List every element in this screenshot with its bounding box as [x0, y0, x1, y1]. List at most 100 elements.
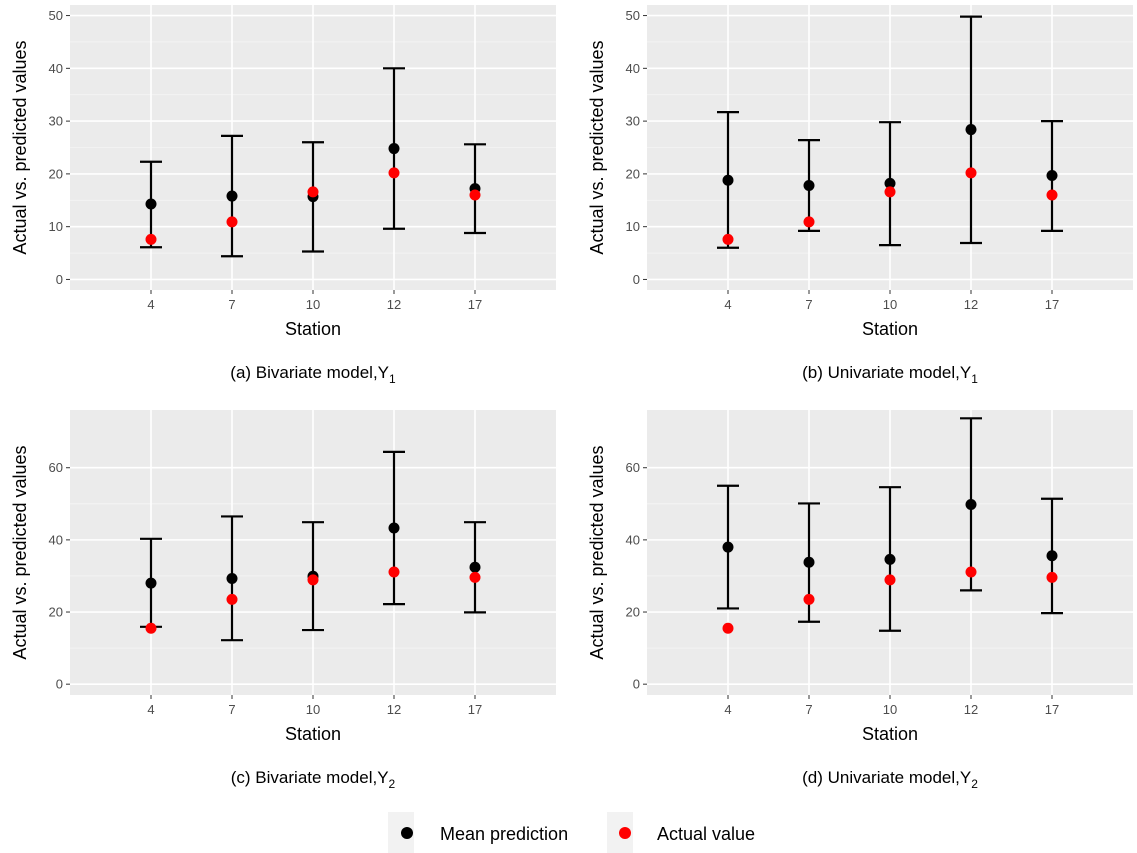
point-mean-prediction — [145, 198, 157, 210]
point-actual-value — [145, 233, 157, 245]
point-actual-value — [803, 593, 815, 605]
point-actual-value — [145, 622, 157, 634]
x-tick-label: 12 — [387, 702, 401, 717]
y-tick-label: 40 — [49, 532, 63, 547]
y-tick-label: 10 — [49, 219, 63, 234]
x-tick-label: 17 — [1045, 297, 1059, 312]
point-actual-value — [965, 167, 977, 179]
panel-c: 0 20 40 60 4 7 10 12 17 Station Actual vs. predict… — [10, 410, 556, 791]
x-tick-label: 4 — [147, 297, 154, 312]
point-actual-value — [884, 574, 896, 586]
y-tick-label: 0 — [56, 677, 63, 692]
point-actual-value — [226, 216, 238, 228]
y-tick-label: 0 — [633, 677, 640, 692]
x-tick-label: 4 — [724, 702, 731, 717]
point-mean-prediction — [469, 561, 481, 573]
x-tick-label: 10 — [883, 297, 897, 312]
point-mean-prediction — [388, 143, 400, 155]
x-axis-title: Station — [285, 724, 341, 744]
point-actual-value — [469, 571, 481, 583]
x-axis-title: Station — [862, 319, 918, 339]
y-tick-label: 50 — [626, 8, 640, 23]
point-mean-prediction — [388, 522, 400, 534]
x-axis-title: Station — [285, 319, 341, 339]
point-mean-prediction — [722, 174, 734, 186]
x-tick-label: 17 — [468, 297, 482, 312]
point-actual-value — [469, 189, 481, 201]
point-mean-prediction — [1046, 169, 1058, 181]
panel-a: 0 10 20 30 40 50 4 7 10 12 17 Station Actual vs. pre… — [10, 5, 556, 386]
point-mean-prediction — [965, 499, 977, 511]
x-tick-label: 7 — [228, 702, 235, 717]
x-tick-label: 12 — [964, 297, 978, 312]
y-axis-title: Actual vs. predicted values — [10, 445, 30, 659]
point-actual-value — [722, 233, 734, 245]
point-mean-prediction — [803, 180, 815, 191]
legend-key-mean-prediction — [401, 827, 413, 839]
point-mean-prediction — [803, 556, 815, 568]
panel-caption: (b) Univariate model,Y1 — [802, 363, 978, 386]
legend-label-actual-value: Actual value — [657, 824, 755, 844]
x-tick-label: 17 — [1045, 702, 1059, 717]
legend-label-mean-prediction: Mean prediction — [440, 824, 568, 844]
y-tick-label: 30 — [49, 114, 63, 129]
y-tick-label: 10 — [626, 219, 640, 234]
y-tick-label: 0 — [56, 272, 63, 287]
y-tick-label: 20 — [49, 605, 63, 620]
x-tick-label: 12 — [387, 297, 401, 312]
x-tick-label: 17 — [468, 702, 482, 717]
point-actual-value — [388, 566, 400, 578]
x-tick-label: 10 — [306, 702, 320, 717]
point-mean-prediction — [1046, 550, 1058, 562]
legend-key-actual-value — [619, 827, 631, 839]
point-actual-value — [722, 622, 734, 634]
panel-d: 0 20 40 60 4 7 10 12 17 Station Actual vs. predict… — [587, 410, 1133, 791]
y-tick-label: 20 — [626, 605, 640, 620]
point-mean-prediction — [145, 577, 157, 589]
point-actual-value — [965, 566, 977, 578]
x-axis-title: Station — [862, 724, 918, 744]
y-tick-label: 20 — [49, 166, 63, 181]
point-actual-value — [803, 216, 815, 228]
x-tick-label: 10 — [883, 702, 897, 717]
y-tick-label: 30 — [626, 114, 640, 129]
x-tick-label: 7 — [805, 702, 812, 717]
point-actual-value — [388, 167, 400, 179]
point-actual-value — [307, 186, 319, 198]
y-tick-label: 40 — [49, 61, 63, 76]
y-tick-label: 20 — [626, 166, 640, 181]
point-actual-value — [226, 593, 238, 605]
y-tick-label: 0 — [633, 272, 640, 287]
x-tick-label: 12 — [964, 702, 978, 717]
y-axis-title: Actual vs. predicted values — [587, 445, 607, 659]
x-tick-label: 7 — [805, 297, 812, 312]
panel-caption: (a) Bivariate model,Y1 — [230, 363, 396, 386]
y-tick-label: 60 — [49, 460, 63, 475]
panel-b: 0 10 20 30 40 50 4 7 10 12 17 Station Actual vs. pre… — [587, 5, 1133, 386]
point-actual-value — [884, 186, 896, 198]
y-tick-label: 40 — [626, 61, 640, 76]
point-mean-prediction — [884, 553, 896, 565]
y-axis-title: Actual vs. predicted values — [587, 40, 607, 254]
x-tick-label: 4 — [724, 297, 731, 312]
y-tick-label: 60 — [626, 460, 640, 475]
panel-caption: (c) Bivariate model,Y2 — [231, 768, 396, 791]
x-tick-label: 4 — [147, 702, 154, 717]
point-actual-value — [1046, 571, 1058, 583]
point-actual-value — [1046, 189, 1058, 201]
point-mean-prediction — [226, 190, 238, 202]
point-mean-prediction — [884, 177, 896, 189]
y-tick-label: 50 — [49, 8, 63, 23]
x-tick-label: 10 — [306, 297, 320, 312]
point-actual-value — [307, 574, 319, 586]
point-mean-prediction — [226, 572, 238, 584]
y-axis-title: Actual vs. predicted values — [10, 40, 30, 254]
y-tick-label: 40 — [626, 532, 640, 547]
x-tick-label: 7 — [228, 297, 235, 312]
point-mean-prediction — [722, 541, 734, 553]
legend: Mean prediction Actual value — [388, 812, 755, 853]
point-mean-prediction — [965, 124, 977, 136]
panel-caption: (d) Univariate model,Y2 — [802, 768, 978, 791]
